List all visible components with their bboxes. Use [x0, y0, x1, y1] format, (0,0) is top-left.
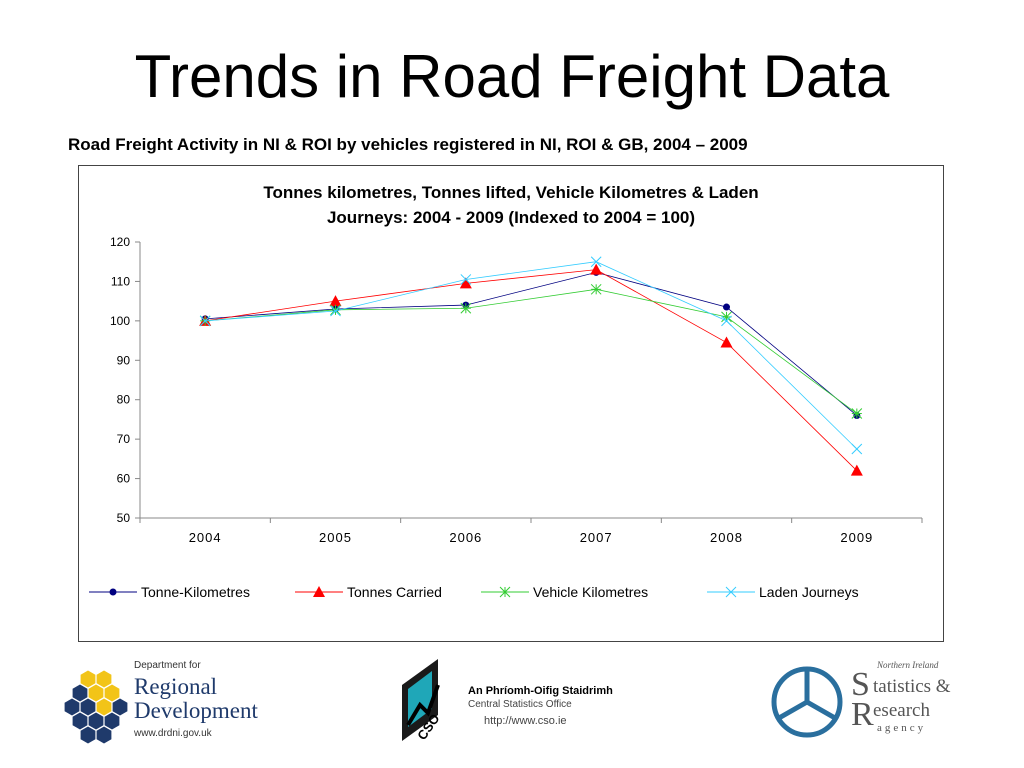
drd-logo: Department for Regional Development www.… [62, 660, 272, 745]
chart-title-line2: Journeys: 2004 - 2009 (Indexed to 2004 =… [327, 208, 695, 227]
data-point [590, 256, 602, 268]
nisra-s: S [851, 666, 870, 703]
cso-logo: CSO An Phríomh-Oifig Staidrimh Central S… [398, 655, 638, 750]
nisra-emblem-icon [771, 666, 843, 738]
slide-title: Trends in Road Freight Data [134, 43, 890, 110]
x-tick-label: 2008 [710, 530, 743, 545]
series-line [205, 288, 858, 414]
y-tick-label: 100 [110, 314, 130, 328]
legend-label: Tonne-Kilometres [141, 584, 250, 600]
data-point [851, 443, 863, 455]
legend-item: Tonnes Carried [295, 584, 442, 600]
drd-line2: Development [134, 698, 258, 723]
series-line [205, 261, 858, 450]
x-tick-label: 2005 [319, 530, 352, 545]
slide-subtitle: Road Freight Activity in NI & ROI by veh… [68, 135, 748, 154]
cso-mark-icon: CSO [402, 659, 443, 743]
y-tick-label: 70 [117, 432, 131, 446]
data-point [723, 303, 730, 311]
nisra-r: R [851, 696, 874, 733]
chart-title-line1: Tonnes kilometres, Tonnes lifted, Vehicl… [263, 183, 758, 202]
data-point [720, 336, 733, 348]
data-point [330, 304, 341, 316]
legend-item: Vehicle Kilometres [481, 584, 648, 600]
x-tick-label: 2009 [840, 530, 873, 545]
x-tick-label: 2004 [189, 530, 222, 545]
hexagon-cluster-icon [64, 670, 128, 744]
series-line [205, 269, 858, 471]
drd-top-text: Department for [134, 660, 201, 671]
data-point [329, 295, 342, 307]
data-point [459, 277, 472, 289]
data-point [460, 302, 472, 314]
series-tonne-kilometres [201, 268, 861, 419]
y-tick-label: 120 [110, 235, 130, 249]
data-point [460, 274, 472, 285]
y-tick-label: 90 [117, 353, 131, 367]
series-vehicle-kilometres [199, 283, 863, 419]
legend-marker [725, 586, 737, 598]
cso-url[interactable]: http://www.cso.ie [484, 715, 567, 727]
line-chart: Tonnes kilometres, Tonnes lifted, Vehicl… [89, 183, 923, 600]
y-tick-label: 50 [117, 511, 131, 525]
data-point [590, 283, 602, 295]
legend-marker [109, 588, 117, 596]
legend-label: Laden Journeys [759, 584, 859, 600]
y-tick-label: 60 [117, 472, 131, 486]
x-tick-label: 2006 [449, 530, 482, 545]
legend-item: Tonne-Kilometres [89, 584, 250, 600]
cso-english-name: Central Statistics Office [468, 699, 572, 710]
data-point [199, 315, 211, 327]
data-point [851, 408, 863, 419]
chart-frame: Tonnes kilometres, Tonnes lifted, Vehicl… [78, 165, 944, 642]
data-point [590, 263, 603, 275]
y-tick-label: 80 [117, 393, 131, 407]
legend-item: Laden Journeys [707, 584, 859, 600]
series-tonnes-carried [199, 263, 863, 476]
data-point [850, 464, 863, 476]
legend-label: Vehicle Kilometres [533, 584, 648, 600]
data-point [721, 315, 732, 327]
drd-url: www.drdni.gov.uk [134, 728, 212, 739]
legend-marker [313, 586, 325, 597]
legend-label: Tonnes Carried [347, 584, 442, 600]
data-point [330, 305, 341, 317]
x-tick-label: 2007 [580, 530, 613, 545]
series-laden-journeys [199, 256, 863, 455]
nisra-line2: esearch [873, 700, 930, 721]
nisra-line1: tatistics & [873, 676, 951, 697]
drd-line1: Regional [134, 674, 218, 699]
series-line [205, 271, 858, 416]
nisra-line3: agency [877, 722, 927, 734]
cso-irish-name: An Phríomh-Oifig Staidrimh [468, 685, 613, 697]
nisra-logo: Northern Ireland S tatistics & R esearch… [765, 660, 965, 745]
y-tick-label: 110 [111, 274, 130, 288]
legend-marker [499, 586, 511, 598]
nisra-top-text: Northern Ireland [877, 660, 939, 670]
